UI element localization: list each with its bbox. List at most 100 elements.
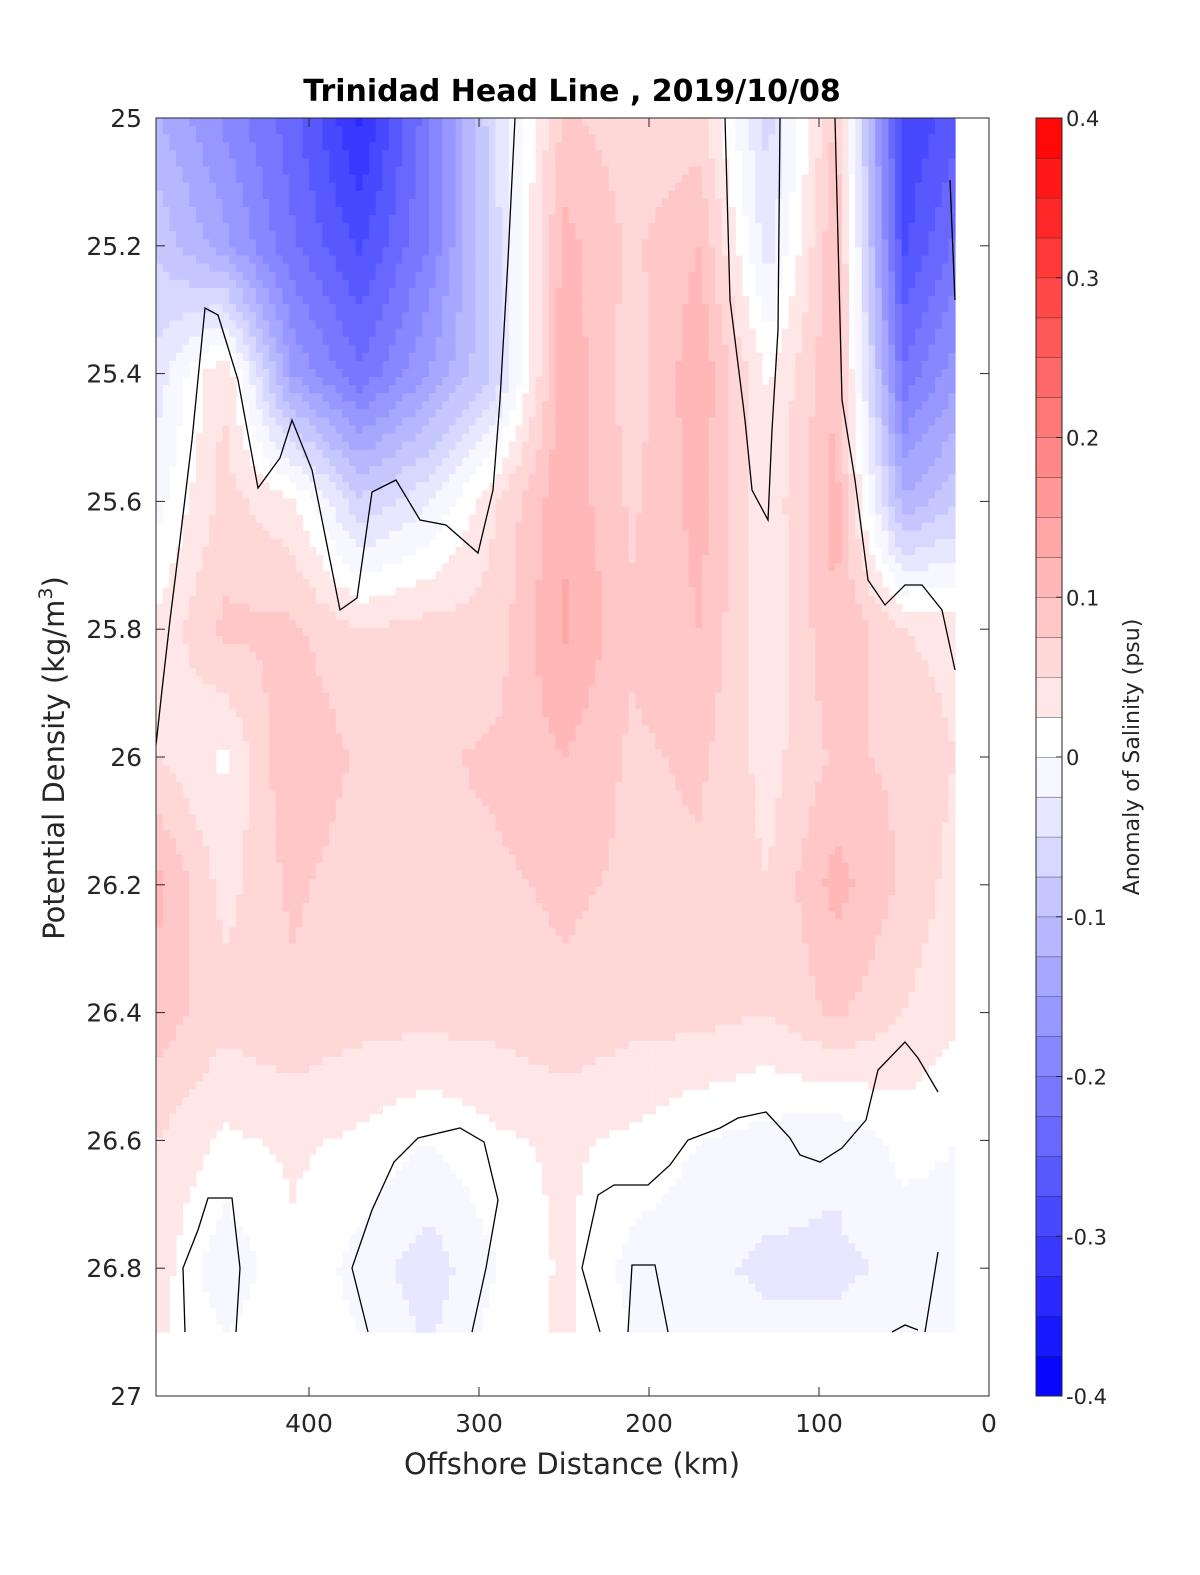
- field-cell: [915, 352, 923, 362]
- field-cell: [948, 287, 956, 297]
- field-cell: [602, 166, 610, 176]
- field-cell: [269, 344, 277, 354]
- field-cell: [302, 223, 310, 232]
- field-cell: [495, 344, 503, 354]
- field-cell: [841, 231, 850, 241]
- field-cell: [875, 377, 883, 386]
- field-cell: [815, 320, 823, 330]
- field-cell: [881, 377, 890, 386]
- field-cell: [568, 466, 577, 475]
- field-cell: [828, 287, 836, 297]
- field-cell: [528, 368, 537, 378]
- field-cell: [189, 312, 197, 321]
- field-cell: [841, 182, 850, 192]
- field-cell: [682, 393, 690, 402]
- field-cell: [582, 457, 590, 467]
- field-cell: [542, 344, 550, 354]
- field-cell: [715, 360, 723, 370]
- field-cell: [215, 425, 224, 435]
- field-cell: [195, 198, 204, 208]
- field-cell: [389, 118, 397, 127]
- field-cell: [655, 271, 663, 281]
- field-cell: [548, 368, 557, 378]
- field-cell: [249, 190, 257, 200]
- field-cell: [395, 368, 403, 378]
- field-cell: [502, 320, 510, 330]
- field-cell: [602, 263, 610, 273]
- field-cell: [428, 409, 437, 419]
- field-cell: [342, 417, 350, 427]
- field-cell: [748, 441, 756, 451]
- field-cell: [275, 134, 284, 143]
- field-cell: [628, 166, 636, 176]
- field-cell: [881, 312, 890, 321]
- field-cell: [735, 466, 743, 475]
- field-cell: [182, 207, 190, 216]
- field-cell: [828, 142, 836, 151]
- field-cell: [875, 182, 883, 192]
- field-cell: [402, 409, 410, 419]
- field-cell: [302, 279, 310, 289]
- field-cell: [841, 263, 850, 273]
- field-cell: [349, 385, 357, 394]
- field-cell: [655, 401, 663, 410]
- field-cell: [628, 279, 636, 289]
- field-cell: [395, 158, 403, 168]
- field-cell: [395, 401, 403, 410]
- field-cell: [881, 223, 890, 232]
- field-cell: [235, 247, 244, 257]
- field-cell: [169, 255, 177, 265]
- field-cell: [422, 360, 430, 370]
- field-cell: [788, 296, 796, 305]
- field-cell: [482, 231, 490, 241]
- field-cell: [475, 304, 483, 313]
- field-cell: [322, 393, 330, 402]
- field-cell: [369, 336, 377, 346]
- field-cell: [721, 336, 730, 346]
- field-cell: [875, 231, 883, 241]
- field-cell: [768, 466, 776, 475]
- field-cell: [215, 393, 224, 402]
- field-cell: [428, 263, 437, 273]
- field-cell: [815, 393, 823, 402]
- field-cell: [768, 457, 776, 467]
- field-cell: [915, 409, 923, 419]
- field-cell: [841, 247, 850, 257]
- field-cell: [928, 150, 936, 160]
- field-cell: [169, 312, 177, 321]
- field-cell: [835, 368, 843, 378]
- field-cell: [701, 158, 710, 168]
- field-cell: [548, 377, 557, 386]
- field-cell: [349, 441, 357, 451]
- field-cell: [555, 134, 563, 143]
- field-cell: [275, 239, 284, 249]
- field-cell: [389, 344, 397, 354]
- field-cell: [428, 207, 437, 216]
- field-cell: [915, 215, 923, 224]
- field-cell: [435, 174, 443, 184]
- field-cell: [289, 401, 297, 410]
- field-cell: [695, 182, 703, 192]
- field-cell: [748, 231, 756, 241]
- field-cell: [701, 142, 710, 151]
- field-cell: [282, 118, 290, 127]
- field-cell: [269, 239, 277, 249]
- field-cell: [748, 158, 756, 168]
- field-cell: [835, 239, 843, 249]
- field-cell: [881, 158, 890, 168]
- field-cell: [448, 385, 457, 394]
- field-cell: [362, 150, 370, 160]
- field-cell: [602, 126, 610, 135]
- field-cell: [948, 150, 956, 160]
- field-cell: [768, 182, 776, 192]
- field-cell: [315, 174, 324, 184]
- field-cell: [282, 377, 290, 386]
- field-cell: [655, 466, 663, 475]
- field-cell: [302, 158, 310, 168]
- field-cell: [309, 223, 317, 232]
- field-cell: [708, 457, 716, 467]
- field-cell: [701, 287, 710, 297]
- field-cell: [575, 142, 583, 151]
- field-cell: [821, 158, 830, 168]
- field-cell: [335, 215, 344, 224]
